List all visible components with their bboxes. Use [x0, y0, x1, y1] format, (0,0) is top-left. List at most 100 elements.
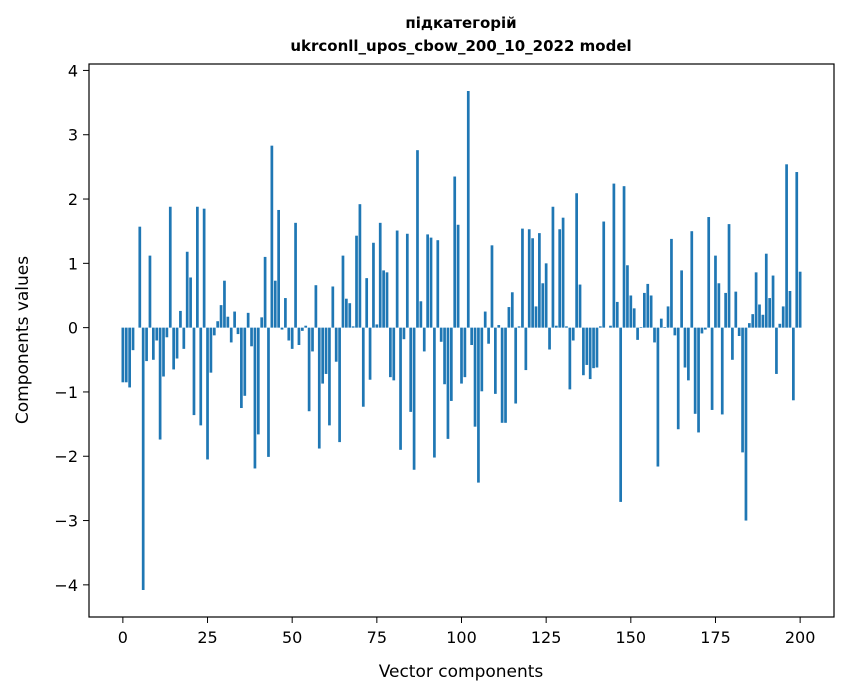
bar-component-128: [554, 325, 558, 328]
bar-component-159: [659, 318, 663, 328]
bar-component-180: [731, 327, 734, 360]
bar-component-36: [243, 327, 247, 396]
bar-component-97: [449, 327, 453, 401]
bar-component-121: [531, 238, 534, 328]
x-tick-label-25: 25: [197, 628, 217, 647]
bar-component-149: [626, 265, 629, 328]
bar-component-109: [490, 245, 494, 328]
x-tick-label-200: 200: [785, 628, 816, 647]
bar-component-30: [223, 280, 226, 328]
bar-component-169: [693, 327, 697, 414]
bar-component-98: [453, 176, 457, 328]
bar-component-82: [399, 327, 402, 450]
chart-subtitle: ukrconll_upos_cbow_200_10_2022 model: [290, 37, 631, 55]
y-tick-label-2: 2: [68, 190, 78, 209]
x-axis-ticks: 0 25 50 75 100 125 150 175 200: [118, 617, 816, 647]
bar-component-108: [487, 327, 490, 344]
plot-frame: [88, 63, 835, 618]
bar-component-85: [409, 327, 413, 412]
bar-component-194: [778, 323, 782, 328]
bar-component-107: [483, 311, 487, 328]
bar-component-6: [141, 327, 145, 590]
bar-component-49: [287, 327, 291, 341]
bar-component-39: [253, 327, 257, 469]
bar-component-59: [321, 327, 325, 384]
y-tick-label-4: 4: [68, 61, 78, 80]
bar-component-7: [145, 327, 148, 362]
bar-component-58: [317, 327, 321, 449]
bar-component-196: [785, 164, 788, 328]
bar-component-48: [284, 298, 287, 328]
bar-component-161: [666, 306, 670, 328]
bar-component-88: [419, 301, 423, 328]
bar-component-24: [202, 208, 206, 328]
bar-component-23: [199, 327, 203, 426]
bar-component-111: [497, 325, 501, 328]
bar-component-158: [656, 327, 660, 467]
bar-component-132: [568, 327, 572, 390]
bar-component-113: [504, 327, 507, 423]
bar-component-33: [233, 311, 236, 328]
bar-component-56: [311, 327, 314, 352]
bar-component-66: [345, 298, 348, 328]
bar-component-53: [300, 327, 304, 331]
bar-component-138: [588, 327, 592, 380]
bar-component-17: [179, 310, 182, 328]
bar-component-22: [196, 206, 199, 328]
bar-component-162: [670, 238, 673, 328]
bar-component-96: [446, 327, 450, 439]
bar-component-156: [649, 295, 653, 328]
bar-component-83: [402, 327, 406, 340]
bar-component-120: [527, 229, 531, 328]
bar-component-14: [168, 206, 172, 328]
bar-component-140: [595, 327, 599, 368]
bar-component-193: [775, 327, 778, 374]
bar-component-20: [189, 277, 192, 328]
bar-component-183: [741, 327, 744, 453]
bar-component-144: [609, 325, 612, 328]
bar-component-126: [548, 327, 551, 350]
bar-component-184: [744, 327, 748, 521]
bar-series: [121, 91, 802, 590]
bar-component-2: [128, 327, 131, 388]
bar-component-99: [456, 224, 460, 328]
bar-component-123: [538, 233, 541, 328]
bar-component-166: [683, 327, 687, 368]
bar-component-27: [212, 327, 216, 336]
bar-component-40: [256, 327, 260, 435]
bar-component-28: [216, 321, 220, 328]
bar-component-200: [798, 271, 802, 328]
bar-component-12: [162, 327, 165, 377]
bar-component-8: [148, 255, 152, 328]
bar-component-134: [575, 193, 578, 328]
bar-component-116: [514, 327, 518, 404]
bar-component-119: [524, 327, 528, 371]
bar-component-38: [250, 327, 253, 347]
bar-component-185: [747, 323, 751, 328]
bar-component-186: [751, 314, 755, 328]
bar-component-79: [389, 327, 392, 378]
bar-component-133: [571, 327, 575, 341]
bar-component-77: [382, 270, 385, 328]
bar-component-130: [561, 217, 565, 328]
bar-component-71: [361, 327, 365, 407]
bar-component-76: [378, 222, 382, 328]
bar-component-178: [724, 292, 727, 328]
bar-component-101: [463, 327, 467, 378]
bar-component-55: [307, 327, 311, 412]
bar-component-35: [240, 327, 243, 409]
bar-component-54: [304, 325, 308, 328]
bar-component-115: [510, 292, 514, 328]
bar-component-151: [632, 308, 636, 328]
y-tick-label--3: −3: [54, 512, 78, 531]
bar-component-136: [582, 327, 585, 376]
bar-component-122: [534, 306, 538, 328]
x-tick-label-75: 75: [367, 628, 387, 647]
bar-component-188: [758, 304, 761, 328]
bar-component-18: [182, 327, 186, 349]
bar-component-142: [602, 221, 606, 328]
bar-component-152: [636, 327, 639, 340]
bar-component-160: [663, 327, 667, 328]
bar-component-168: [690, 231, 694, 328]
bar-component-124: [541, 283, 545, 328]
